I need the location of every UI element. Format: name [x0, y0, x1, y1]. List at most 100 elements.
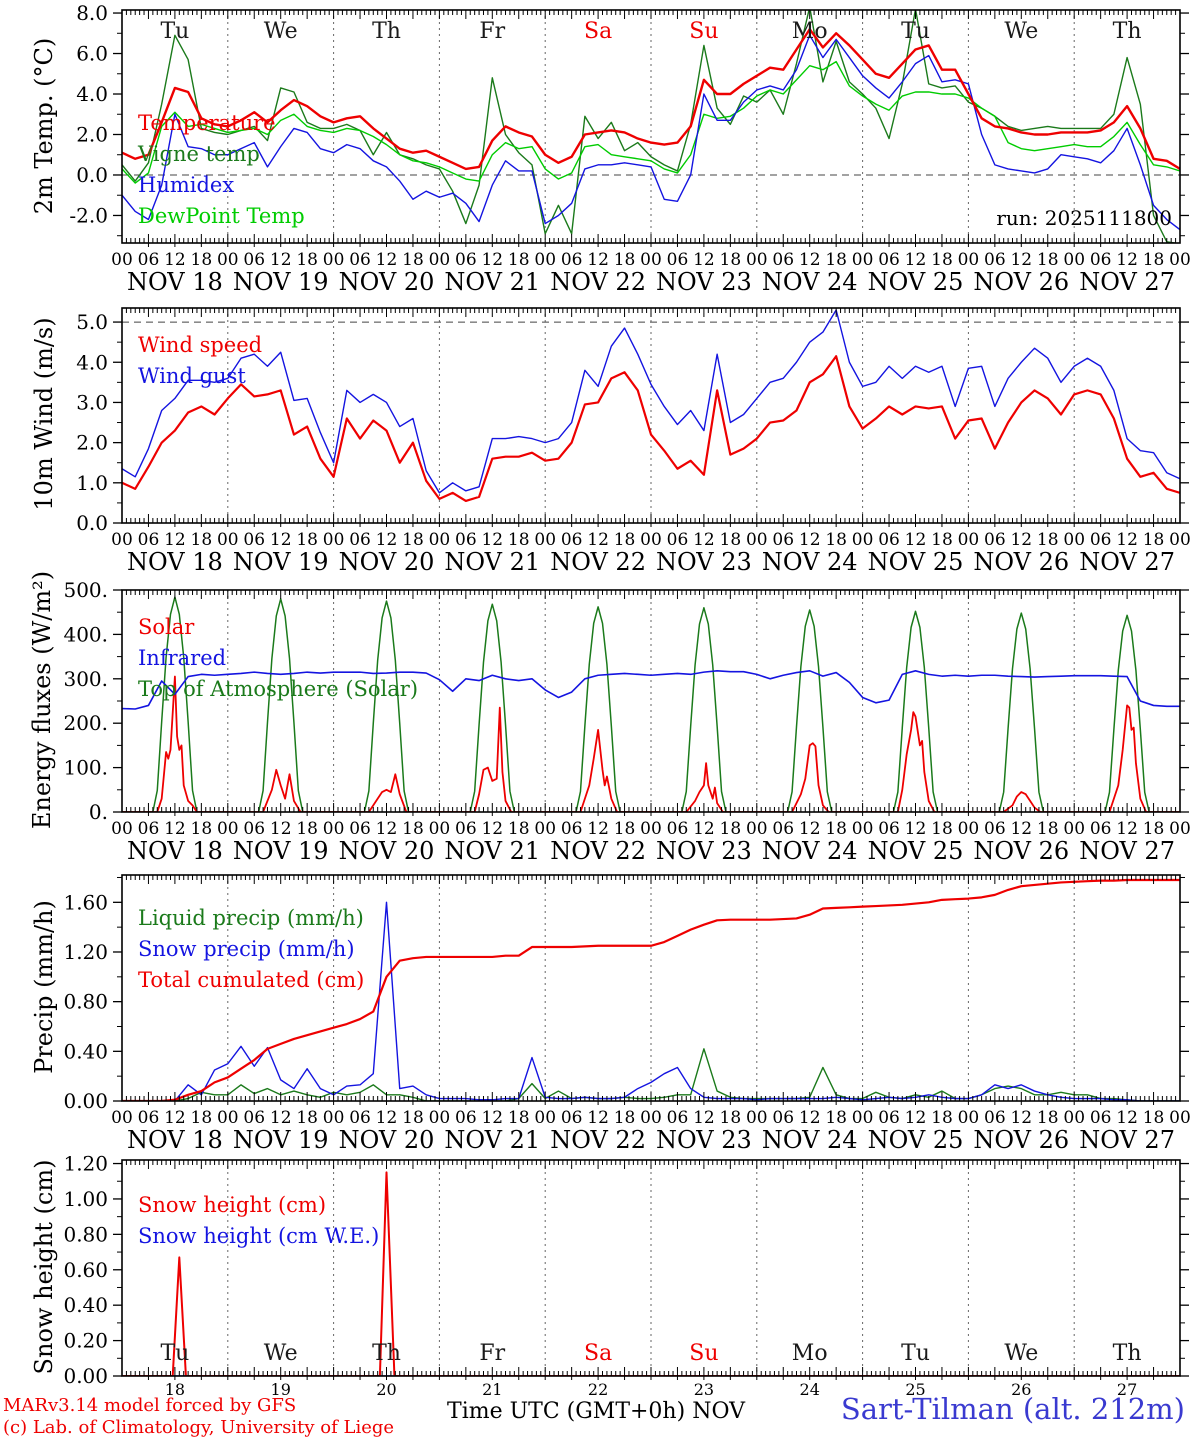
hour-tick-label: 06 [984, 530, 1006, 550]
hour-tick-label: 00 [1169, 819, 1191, 839]
hour-tick-label: 00 [746, 250, 768, 270]
hour-tick-label: 00 [111, 250, 133, 270]
hour-tick-label: 06 [138, 819, 160, 839]
date-label: NOV 22 [550, 548, 646, 576]
date-label: NOV 21 [444, 268, 540, 296]
hour-tick-label: 12 [376, 530, 398, 550]
day-name-label: Su [689, 19, 718, 44]
hour-tick-label: 00 [323, 250, 345, 270]
hour-tick-label: 12 [1010, 1108, 1032, 1128]
hour-tick-label: 06 [455, 1108, 477, 1128]
day-name-label: Tu [160, 19, 189, 44]
hour-tick-label: 00 [217, 819, 239, 839]
hour-tick-label: 00 [429, 250, 451, 270]
hour-tick-label: 12 [587, 250, 609, 270]
date-label: NOV 21 [444, 548, 540, 576]
legend-item-snow-height-we: Snow height (cm W.E.) [138, 1224, 380, 1248]
hour-tick-label: 00 [640, 1108, 662, 1128]
day-name-label: Th [1113, 19, 1142, 44]
hour-tick-label: 06 [984, 819, 1006, 839]
hour-tick-label: 06 [561, 250, 583, 270]
day-name-label: Sa [584, 19, 612, 44]
date-label: NOV 27 [1079, 268, 1175, 296]
hour-tick-label: 18 [1037, 250, 1059, 270]
hour-tick-label: 12 [587, 819, 609, 839]
day-name-label: Th [372, 1341, 401, 1366]
hour-tick-label: 18 [825, 530, 847, 550]
date-label: NOV 26 [973, 268, 1069, 296]
hour-tick-label: 00 [958, 1108, 980, 1128]
hour-tick-label: 00 [429, 530, 451, 550]
hour-tick-label: 12 [270, 530, 292, 550]
legend-snow-panel: Snow height (cm) Snow height (cm W.E.) [138, 1190, 379, 1252]
y-tick-label: 2.0 [76, 431, 108, 455]
hour-tick-label: 18 [825, 250, 847, 270]
legend-item-snow-height: Snow height (cm) [138, 1193, 327, 1217]
date-label: NOV 23 [656, 1126, 752, 1154]
hour-tick-label: 06 [455, 250, 477, 270]
hour-tick-label: 06 [772, 819, 794, 839]
y-tick-label: 0.20 [63, 1329, 108, 1353]
hour-tick-label: 00 [534, 1108, 556, 1128]
hour-tick-label: 18 [931, 250, 953, 270]
day-number-label: 19 [271, 1380, 291, 1399]
hour-tick-label: 00 [958, 819, 980, 839]
y-axis-label-energy: Energy fluxes (W/m²) [28, 570, 56, 830]
hour-tick-label: 12 [905, 250, 927, 270]
panel-1-series [122, 309, 1180, 502]
hour-tick-label: 06 [1090, 819, 1112, 839]
hour-tick-label: 06 [1090, 530, 1112, 550]
day-number-label: 25 [905, 1380, 925, 1399]
y-tick-label: 0.60 [63, 1258, 108, 1282]
series-humidex-line [122, 34, 1180, 231]
hour-tick-label: 18 [720, 530, 742, 550]
y-tick-label: 4.0 [76, 350, 108, 374]
hour-tick-label: 00 [111, 819, 133, 839]
day-name-label: Tu [901, 1341, 930, 1366]
date-label: NOV 23 [656, 837, 752, 865]
hour-tick-label: 18 [825, 1108, 847, 1128]
date-label: NOV 20 [339, 548, 435, 576]
y-tick-label: 0.0 [76, 511, 108, 535]
panel-0: 8.06.04.02.00.0-2.000 06 12 18 00 06 12 18 00 06 1… [69, 1, 1190, 296]
day-number-label: 26 [1011, 1380, 1031, 1399]
hour-tick-label: 18 [720, 819, 742, 839]
hour-tick-label: 06 [243, 819, 265, 839]
y-tick-label: 500. [63, 578, 108, 602]
hour-tick-label: 12 [270, 250, 292, 270]
date-label: NOV 24 [762, 1126, 858, 1154]
date-label: NOV 23 [656, 548, 752, 576]
date-label: NOV 26 [973, 548, 1069, 576]
hour-tick-label: 06 [455, 530, 477, 550]
hour-tick-label: 00 [640, 819, 662, 839]
y-tick-label: 0.40 [63, 1293, 108, 1317]
panel-0-series [122, 10, 1180, 243]
hour-tick-label: 06 [1090, 1108, 1112, 1128]
hour-tick-label: 06 [772, 530, 794, 550]
panel-1: 5.04.03.02.01.00.000 06 12 18 00 06 12 18 00 06 12… [76, 307, 1191, 576]
panel-1-axes: 5.04.03.02.01.00.000 06 12 18 00 06 12 18 00 06 12… [76, 308, 1191, 576]
y-tick-label: 1.60 [63, 890, 108, 914]
hour-tick-label: 12 [164, 250, 186, 270]
hour-tick-label: 18 [1143, 1108, 1165, 1128]
hour-tick-label: 00 [1063, 1108, 1085, 1128]
date-label: NOV 25 [868, 268, 964, 296]
hour-tick-label: 18 [508, 1108, 530, 1128]
run-label: run: 2025111800 [996, 206, 1172, 230]
y-tick-label: 0.80 [63, 990, 108, 1014]
hour-tick-label: 18 [296, 1108, 318, 1128]
hour-tick-label: 12 [693, 250, 715, 270]
date-label: NOV 24 [762, 548, 858, 576]
y-tick-label: 1.20 [63, 1152, 108, 1176]
day-name-label: Su [689, 1341, 718, 1366]
hour-tick-label: 18 [720, 250, 742, 270]
day-name-label: We [264, 19, 298, 44]
hour-tick-label: 18 [191, 1108, 213, 1128]
hour-tick-label: 06 [667, 819, 689, 839]
panel-0-axes: 8.06.04.02.00.0-2.000 06 12 18 00 06 12 18 00 06 1… [69, 1, 1190, 296]
date-label: NOV 19 [233, 268, 329, 296]
hour-tick-label: 12 [270, 1108, 292, 1128]
hour-tick-label: 18 [614, 819, 636, 839]
day-number-label: 21 [482, 1380, 502, 1399]
